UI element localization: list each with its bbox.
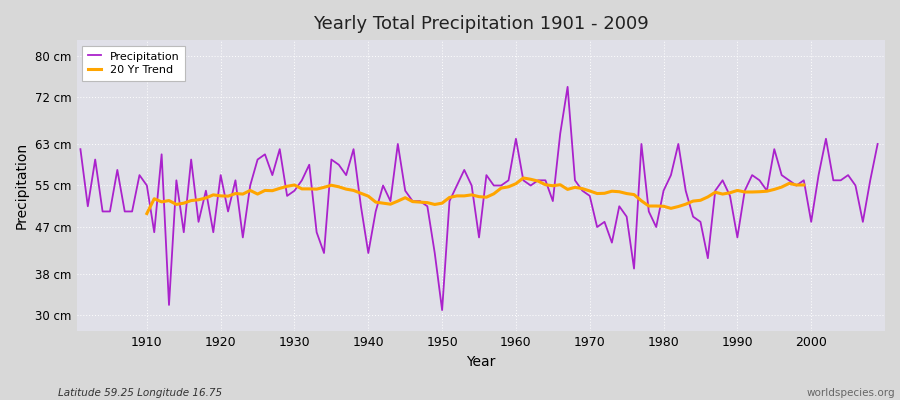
Text: Latitude 59.25 Longitude 16.75: Latitude 59.25 Longitude 16.75 (58, 388, 222, 398)
Legend: Precipitation, 20 Yr Trend: Precipitation, 20 Yr Trend (82, 46, 185, 81)
20 Yr Trend (230, 191, 241, 196)
Line: Precipitation: Precipitation (80, 87, 878, 310)
Y-axis label: Precipitation: Precipitation (15, 142, 29, 229)
X-axis label: Year: Year (466, 355, 496, 369)
Precipitation (872, 142, 883, 146)
Precipitation (75, 147, 86, 152)
20 Yr Trend (710, 190, 721, 195)
Precipitation (134, 173, 145, 178)
20 Yr Trend (798, 182, 809, 187)
20 Yr Trend (518, 176, 528, 180)
Title: Yearly Total Precipitation 1901 - 2009: Yearly Total Precipitation 1901 - 2009 (313, 15, 649, 33)
20 Yr Trend (341, 187, 352, 192)
20 Yr Trend (607, 189, 617, 194)
Precipitation (296, 178, 307, 183)
Precipitation (614, 204, 625, 209)
20 Yr Trend (695, 198, 706, 203)
Line: 20 Yr Trend: 20 Yr Trend (147, 178, 804, 214)
Precipitation (518, 178, 528, 183)
20 Yr Trend (141, 211, 152, 216)
20 Yr Trend (777, 185, 788, 190)
Precipitation (341, 173, 352, 178)
Text: worldspecies.org: worldspecies.org (807, 388, 896, 398)
Precipitation (436, 308, 447, 312)
Precipitation (510, 136, 521, 141)
Precipitation (562, 84, 573, 89)
